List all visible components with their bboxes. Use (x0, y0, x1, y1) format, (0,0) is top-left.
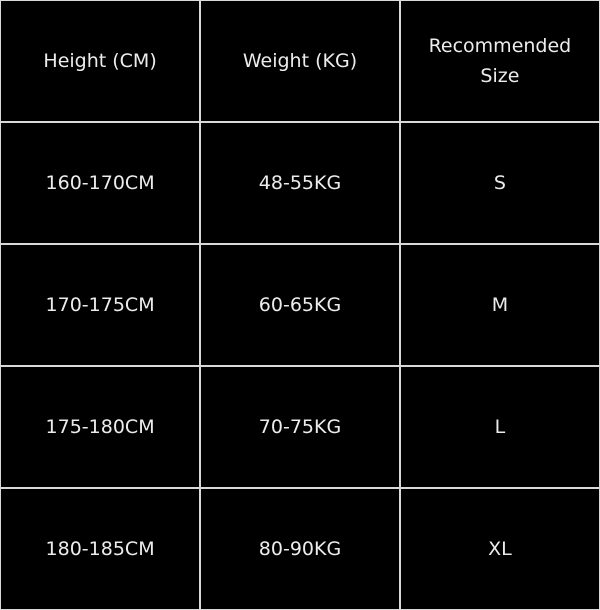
size-cell: M (398, 243, 600, 367)
height-cell: 170-175CM (0, 243, 202, 367)
weight-cell: 70-75KG (199, 365, 401, 489)
weight-cell: 48-55KG (199, 121, 401, 245)
table-row: 170-175CM 60-65KG M (0, 243, 600, 367)
height-cell: 180-185CM (0, 487, 202, 610)
table-row: 160-170CM 48-55KG S (0, 121, 600, 245)
header-weight: Weight (KG) (199, 0, 401, 123)
table-row: 180-185CM 80-90KG XL (0, 487, 600, 610)
size-cell: S (398, 121, 600, 245)
header-height: Height (CM) (0, 0, 202, 123)
header-row: Height (CM) Weight (KG) Recommended Size (0, 0, 600, 123)
size-cell: XL (398, 487, 600, 610)
height-cell: 160-170CM (0, 121, 202, 245)
table-row: 175-180CM 70-75KG L (0, 365, 600, 489)
weight-cell: 80-90KG (199, 487, 401, 610)
height-cell: 175-180CM (0, 365, 202, 489)
weight-cell: 60-65KG (199, 243, 401, 367)
header-recommended-size: Recommended Size (398, 0, 600, 123)
size-cell: L (398, 365, 600, 489)
